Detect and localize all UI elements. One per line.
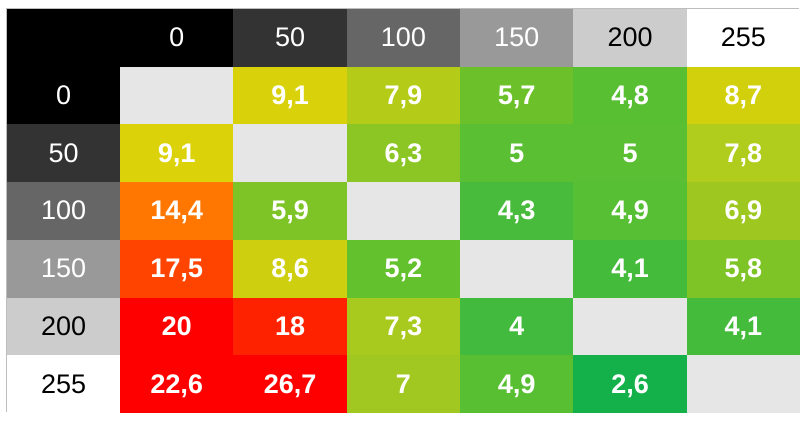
heatmap-cell: 14,4 [120, 182, 234, 240]
heatmap-cell: 4,8 [573, 66, 687, 125]
heatmap-cell: 8,7 [686, 66, 800, 125]
column-header: 100 [346, 9, 460, 67]
heatmap-cell: 7 [346, 355, 460, 413]
heatmap-cell: 6,9 [686, 182, 800, 240]
heatmap-cell: 4,9 [459, 355, 574, 413]
heatmap-cell: 4,1 [573, 239, 687, 298]
diagonal-cell [233, 124, 347, 183]
heatmap-cell: 5 [459, 124, 574, 183]
heatmap-cell: 22,6 [120, 355, 234, 413]
heatmap-cell: 7,3 [346, 297, 460, 356]
heatmap-cell: 9,1 [120, 124, 234, 183]
row-header: 200 [7, 297, 120, 356]
heatmap-cell: 5,7 [459, 66, 574, 125]
row-header: 150 [7, 239, 120, 298]
heatmap-cell: 4,9 [573, 182, 687, 240]
diagonal-cell [573, 297, 687, 356]
corner-cell [7, 9, 120, 67]
row-header: 100 [7, 182, 120, 240]
diagonal-cell [346, 182, 460, 240]
diagonal-cell [459, 239, 574, 298]
heatmap-cell: 9,1 [233, 66, 347, 125]
column-header: 200 [573, 9, 687, 67]
heatmap-cell: 26,7 [233, 355, 347, 413]
heatmap-cell: 17,5 [120, 239, 234, 298]
heatmap-cell: 8,6 [233, 239, 347, 298]
heatmap-cell: 7,8 [686, 124, 800, 183]
column-header: 150 [459, 9, 574, 67]
heatmap-cell: 7,9 [346, 66, 460, 125]
diagonal-cell [686, 355, 800, 413]
column-header: 50 [233, 9, 347, 67]
heatmap-cell: 6,3 [346, 124, 460, 183]
heatmap-chart: 0 50 100 150 200 255 0 9,1 7,9 5,7 4,8 8,7 50 9,1 6,3 5… [6, 8, 800, 413]
row-header: 50 [7, 124, 120, 183]
heatmap-cell: 5,2 [346, 239, 460, 298]
diagonal-cell [120, 66, 234, 125]
heatmap-cell: 5,9 [233, 182, 347, 240]
heatmap-cell: 4 [459, 297, 574, 356]
column-header: 0 [120, 9, 234, 67]
heatmap-cell: 4,3 [459, 182, 574, 240]
column-header: 255 [686, 9, 800, 67]
heatmap-cell: 2,6 [573, 355, 687, 413]
heatmap-cell: 4,1 [686, 297, 800, 356]
heatmap-cell: 5,8 [686, 239, 800, 298]
heatmap-cell: 5 [573, 124, 687, 183]
heatmap-cell: 20 [120, 297, 234, 356]
row-header: 0 [7, 66, 120, 125]
row-header: 255 [7, 355, 120, 413]
heatmap-cell: 18 [233, 297, 347, 356]
